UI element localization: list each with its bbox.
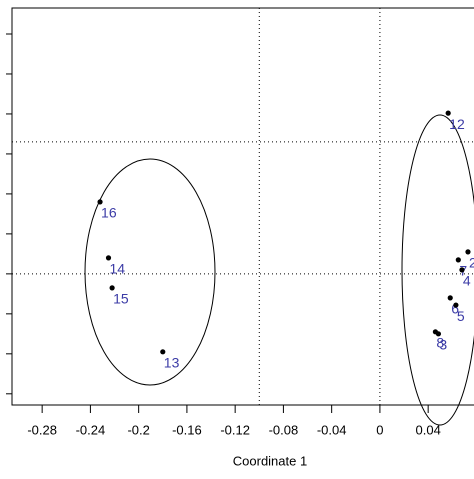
point-label: 15 (113, 291, 129, 307)
plot-frame (11, 7, 474, 406)
x-tick-label: 0.04 (416, 422, 441, 437)
point (445, 110, 451, 116)
x-tick-label: -0.28 (27, 422, 57, 437)
point-label: 4 (463, 273, 471, 289)
point-label: 6 (451, 301, 459, 317)
x-tick-label: -0.24 (76, 422, 106, 437)
x-axis-label: Coordinate 1 (233, 453, 307, 468)
point (447, 295, 453, 301)
point-label: 3 (439, 337, 447, 353)
point (459, 267, 465, 273)
point (453, 302, 459, 308)
x-tick-label: 0 (376, 422, 383, 437)
x-tick-label: -0.2 (127, 422, 149, 437)
point-label: 14 (110, 261, 126, 277)
point-label: 13 (164, 355, 180, 371)
point (97, 199, 103, 205)
point (160, 349, 166, 355)
point-label: 2 (469, 255, 474, 271)
cluster-ellipse (401, 114, 474, 426)
point (105, 255, 112, 261)
point-label: 16 (101, 205, 117, 221)
point-label: 8 (436, 335, 444, 351)
point (109, 285, 115, 291)
x-tick-label: -0.16 (172, 422, 202, 437)
point-label: 12 (449, 116, 465, 132)
point (435, 331, 442, 337)
x-tick-label: -0.08 (269, 422, 299, 437)
cluster-ellipse (84, 158, 216, 386)
point (465, 249, 471, 255)
x-tick-label: -0.04 (317, 422, 347, 437)
point-label: 5 (457, 308, 465, 324)
point (455, 257, 461, 263)
x-tick-label: -0.12 (220, 422, 250, 437)
